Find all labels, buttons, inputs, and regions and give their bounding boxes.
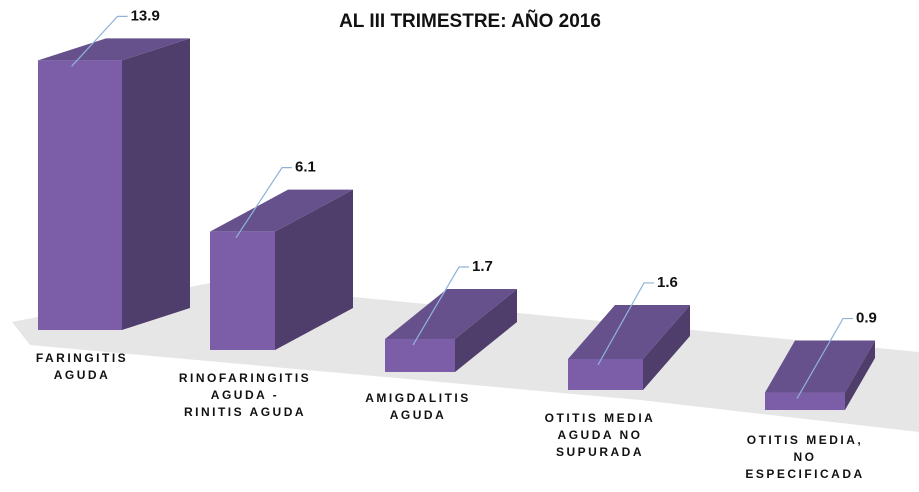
bar-side	[122, 38, 190, 331]
bar	[568, 358, 643, 390]
category-label: OTITIS MEDIA, NO ESPECIFICADA	[745, 433, 865, 481]
bar-top	[385, 289, 517, 340]
leader-line	[412, 266, 469, 346]
category-label: OTITIS MEDIA AGUDA NO SUPURADA	[544, 411, 656, 459]
bar	[38, 60, 122, 331]
bar-side	[643, 304, 690, 390]
category-label: FARINGITIS AGUDA	[35, 351, 129, 382]
bar-side	[275, 189, 353, 350]
data-label: 1.6	[657, 274, 678, 291]
category-label: AMIGDALITIS AGUDA	[365, 391, 471, 422]
category-label: RINOFARINGITIS AGUDA - RINITIS AGUDA	[178, 371, 312, 419]
leader-line	[71, 15, 128, 67]
bar	[385, 339, 455, 372]
leader-line	[235, 167, 292, 238]
data-label: 13.9	[131, 7, 160, 24]
bar-top	[210, 189, 353, 232]
leader-line	[597, 282, 654, 366]
data-label: 6.1	[295, 159, 316, 176]
bar-top	[38, 38, 190, 61]
bar-top	[568, 304, 690, 359]
bar-top	[765, 340, 875, 393]
leader-line	[796, 317, 853, 399]
data-label: 1.7	[472, 258, 493, 275]
bar-side	[455, 289, 517, 372]
data-label: 0.9	[856, 310, 877, 327]
bar	[765, 392, 845, 410]
bar	[210, 231, 275, 350]
bar-side	[845, 340, 875, 410]
chart-title: AL III TRIMESTRE: AÑO 2016	[339, 10, 601, 32]
